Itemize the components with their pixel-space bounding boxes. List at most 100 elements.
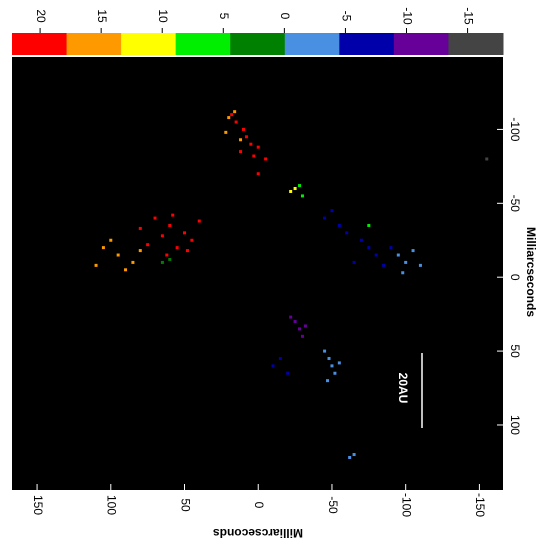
maser-spot <box>239 150 243 154</box>
maser-spot <box>175 246 179 250</box>
y-tick-label: -100 <box>508 117 522 141</box>
maser-spot <box>249 142 253 146</box>
maser-spot <box>326 379 330 383</box>
maser-spot <box>146 243 150 247</box>
maser-spot <box>124 268 128 272</box>
maser-spot <box>185 249 189 253</box>
maser-spot <box>234 120 238 124</box>
maser-spot <box>330 209 334 213</box>
maser-spot <box>230 113 234 117</box>
maser-spot <box>168 257 172 261</box>
y-axis-title: Milliarcseconds <box>524 227 538 317</box>
maser-spot <box>337 223 341 227</box>
maser-spot <box>244 135 248 139</box>
maser-spot <box>374 253 378 257</box>
colorbar-tick-label: 20 <box>34 9 48 23</box>
maser-spot <box>224 130 228 134</box>
x-tick-label: 0 <box>252 502 266 509</box>
maser-spot <box>101 246 105 250</box>
x-axis-title: Milliarcseconds <box>213 526 303 540</box>
colorbar-box <box>284 33 340 55</box>
x-tick-label: 100 <box>105 495 119 515</box>
maser-spot <box>348 455 352 459</box>
maser-spot <box>252 154 256 158</box>
maser-spot <box>241 127 245 131</box>
colorbar-box <box>230 33 286 55</box>
maser-spot <box>190 238 194 242</box>
maser-spot <box>94 263 98 267</box>
maser-spot <box>183 231 187 235</box>
colorbar-tick-label: -10 <box>400 7 414 25</box>
maser-spot <box>323 216 327 220</box>
maser-spot <box>233 110 237 114</box>
maser-spot <box>109 238 113 242</box>
x-tick-label: -100 <box>400 493 414 517</box>
y-tick-label: 0 <box>508 274 522 281</box>
maser-spot <box>160 260 164 264</box>
maser-spot <box>197 219 201 223</box>
maser-spot <box>171 213 175 217</box>
colorbar-tick-label: -15 <box>461 7 475 25</box>
maser-spot <box>293 320 297 324</box>
maser-spot <box>327 356 331 360</box>
maser-spot <box>401 271 405 275</box>
maser-spot <box>286 371 290 375</box>
y-tick-label: -50 <box>508 195 522 213</box>
colorbar-box <box>12 33 68 55</box>
colorbar-box <box>448 33 504 55</box>
x-tick-label: -150 <box>473 493 487 517</box>
maser-spot <box>153 216 157 220</box>
maser-spot <box>227 116 231 120</box>
maser-spot <box>333 371 337 375</box>
colorbar-tick-label: 0 <box>278 13 292 20</box>
maser-spot <box>131 260 135 264</box>
maser-spot <box>485 157 489 161</box>
maser-spot <box>160 234 164 238</box>
maser-spot <box>396 253 400 257</box>
colorbar-box <box>66 33 122 55</box>
maser-spot <box>352 260 356 264</box>
maser-spot <box>165 253 169 257</box>
maser-spot <box>300 334 304 338</box>
maser-spot <box>256 145 260 149</box>
maser-spot <box>367 223 371 227</box>
maser-spot <box>298 327 302 331</box>
y-tick-label: 100 <box>508 415 522 435</box>
maser-spot <box>289 315 293 319</box>
maser-spot <box>389 246 393 250</box>
maser-spot <box>382 263 386 267</box>
plot-area <box>12 57 503 490</box>
maser-spot <box>404 260 408 264</box>
maser-spot <box>138 226 142 230</box>
maser-spot <box>367 246 371 250</box>
maser-spot <box>337 361 341 365</box>
maser-spot <box>298 184 302 188</box>
maser-spot <box>289 189 293 193</box>
maser-spot <box>359 238 363 242</box>
maser-spot <box>411 249 415 253</box>
maser-spot <box>116 253 120 257</box>
maser-spot <box>239 138 243 142</box>
maser-spot <box>330 364 334 368</box>
y-tick-label: 50 <box>508 344 522 358</box>
colorbar-tick-label: 10 <box>156 9 170 23</box>
maser-spot <box>323 349 327 353</box>
x-tick-label: 150 <box>31 495 45 515</box>
maser-spot <box>264 157 268 161</box>
maser-spot <box>293 187 297 191</box>
colorbar-box <box>175 33 231 55</box>
x-tick-label: -50 <box>326 496 340 514</box>
maser-spot <box>345 231 349 235</box>
colorbar-tick-label: 5 <box>217 13 231 20</box>
maser-spot <box>168 223 172 227</box>
maser-spot <box>138 249 142 253</box>
colorbar-tick-label: 15 <box>95 9 109 23</box>
maser-spot <box>300 194 304 198</box>
maser-spot <box>271 364 275 368</box>
colorbar-box <box>339 33 395 55</box>
colorbar-box <box>393 33 449 55</box>
maser-spot <box>256 172 260 176</box>
colorbar-tick-label: -5 <box>339 11 353 22</box>
maser-spot <box>278 356 282 360</box>
